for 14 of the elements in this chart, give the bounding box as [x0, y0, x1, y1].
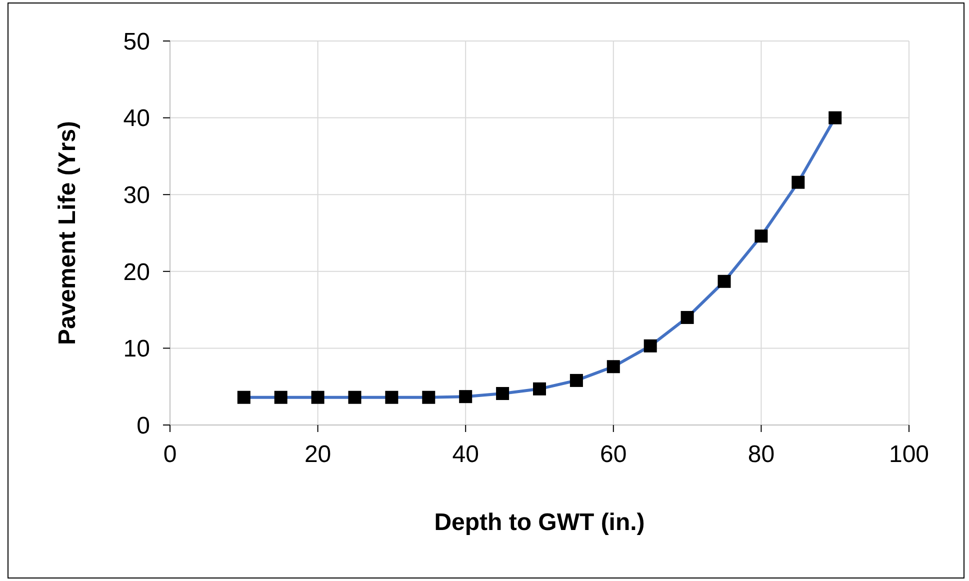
y-tick-label: 30 [123, 182, 150, 209]
x-tick-label: 40 [452, 441, 479, 468]
y-tick-label: 10 [123, 336, 150, 363]
y-axis-title: Pavement Life (Yrs) [54, 120, 81, 346]
y-tick-label: 0 [136, 412, 150, 440]
x-tick-label: 80 [748, 441, 775, 468]
y-tick-label: 40 [123, 105, 150, 132]
x-tick-label: 60 [600, 441, 627, 468]
x-tick-label: 100 [888, 441, 930, 468]
x-tick-label: 0 [163, 441, 177, 468]
x-axis-title: Depth to GWT (in.) [434, 509, 645, 536]
x-tick-label: 20 [304, 441, 332, 468]
y-tick-label: 20 [123, 258, 150, 286]
y-tick-label: 50 [123, 28, 150, 56]
